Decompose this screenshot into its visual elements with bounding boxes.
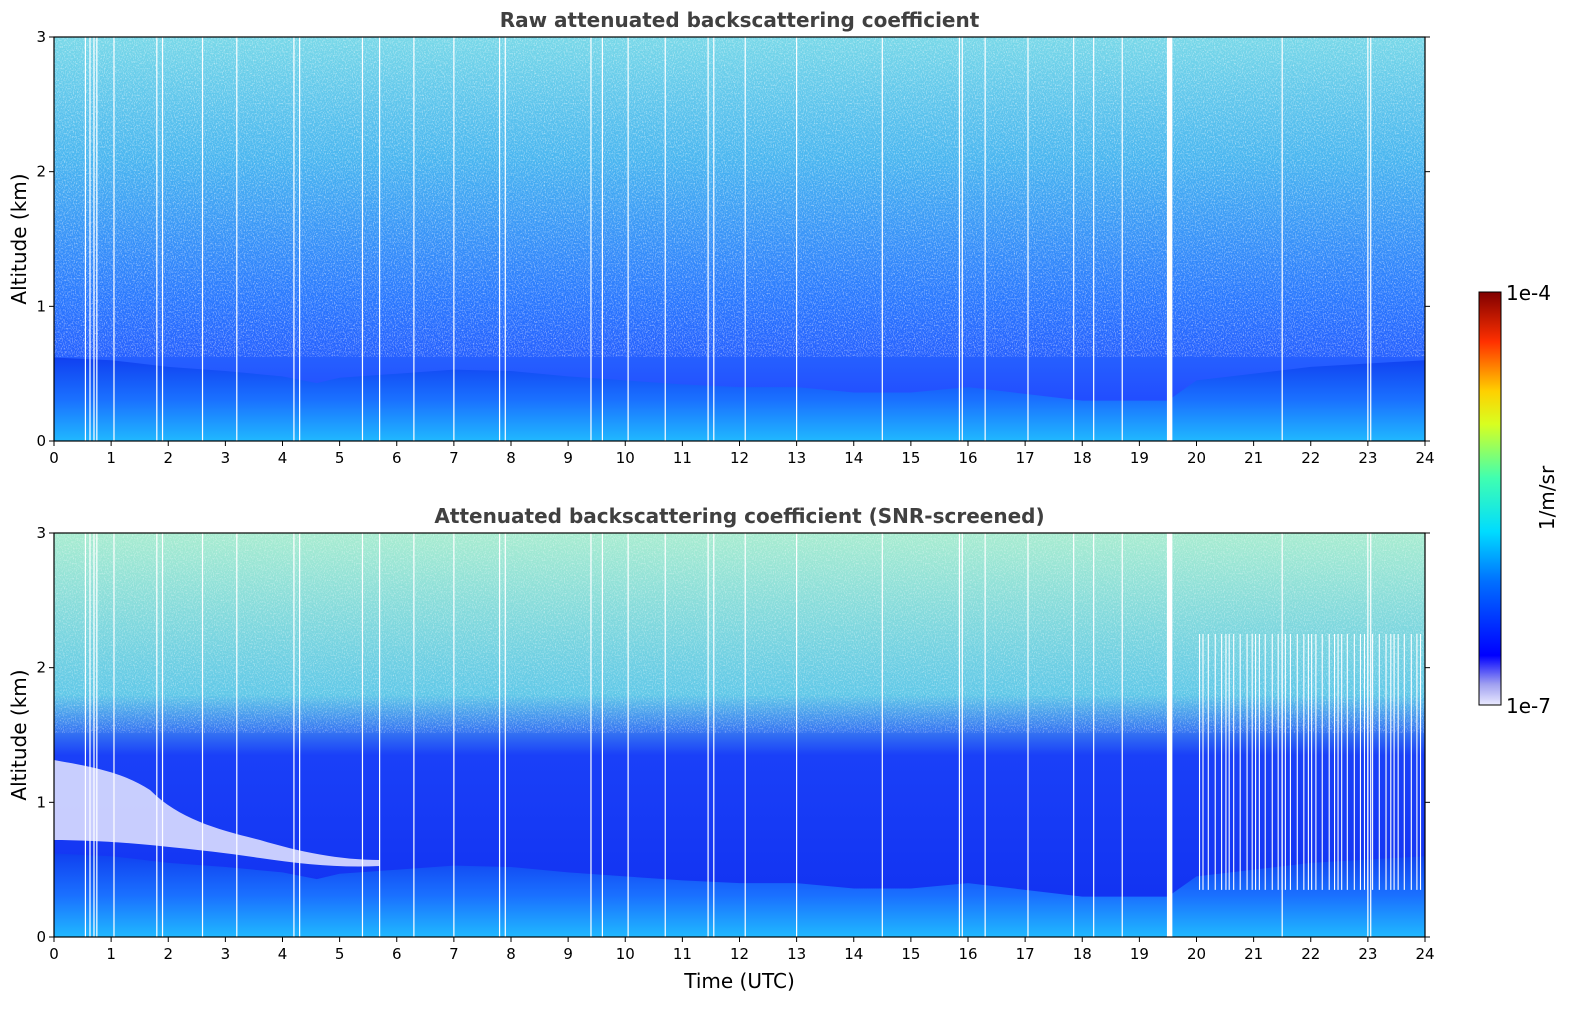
x-tick-label: 14 xyxy=(844,449,863,467)
colorbar-scale xyxy=(1478,291,1502,706)
x-tick-label: 11 xyxy=(673,945,692,963)
x-tick-label: 4 xyxy=(278,449,288,467)
x-tick-label: 11 xyxy=(673,449,692,467)
x-tick-label: 12 xyxy=(730,449,749,467)
screened-data-gaps xyxy=(84,533,1422,937)
screened-backscatter-panel: Attenuated backscattering coefficient (S… xyxy=(7,504,1435,993)
x-tick-label: 24 xyxy=(1415,945,1434,963)
x-tick-label: 7 xyxy=(449,449,459,467)
x-tick-label: 2 xyxy=(163,945,173,963)
x-tick-label: 7 xyxy=(449,945,459,963)
x-tick-label: 16 xyxy=(958,945,977,963)
x-tick-label: 22 xyxy=(1301,449,1320,467)
colorbar: 1e-4 1e-7 1/m/sr xyxy=(1478,281,1559,718)
y-tick-label: 1 xyxy=(36,297,46,315)
x-tick-label: 4 xyxy=(278,945,288,963)
x-tick-label: 16 xyxy=(958,449,977,467)
x-tick-label: 17 xyxy=(1016,449,1035,467)
x-tick-label: 1 xyxy=(106,449,116,467)
x-tick-label: 0 xyxy=(49,945,59,963)
x-tick-label: 6 xyxy=(392,945,402,963)
x-tick-label: 22 xyxy=(1301,945,1320,963)
x-tick-label: 20 xyxy=(1187,945,1206,963)
screened-x-ticks: 0 1 2 3 4 5 6 7 8 9 10 11 12 13 14 15 16 17 18 19 20 21 22 23 24 xyxy=(49,937,1435,963)
x-tick-label: 8 xyxy=(506,945,516,963)
x-tick-label: 12 xyxy=(730,945,749,963)
x-tick-label: 20 xyxy=(1187,449,1206,467)
x-tick-label: 2 xyxy=(163,449,173,467)
x-tick-label: 23 xyxy=(1358,449,1377,467)
screened-panel-title: Attenuated backscattering coefficient (S… xyxy=(434,504,1044,528)
y-tick-label: 2 xyxy=(36,659,46,677)
x-axis-label: Time (UTC) xyxy=(683,969,795,993)
x-tick-label: 10 xyxy=(616,945,635,963)
x-tick-label: 15 xyxy=(901,449,920,467)
x-tick-label: 8 xyxy=(506,449,516,467)
colorbar-unit-label: 1/m/sr xyxy=(1535,465,1559,530)
x-tick-label: 1 xyxy=(106,945,116,963)
x-tick-label: 15 xyxy=(901,945,920,963)
x-tick-label: 19 xyxy=(1130,449,1149,467)
y-tick-label: 0 xyxy=(36,432,46,450)
x-tick-label: 0 xyxy=(49,449,59,467)
x-tick-label: 9 xyxy=(563,945,573,963)
x-tick-label: 19 xyxy=(1130,945,1149,963)
x-tick-label: 6 xyxy=(392,449,402,467)
x-tick-label: 5 xyxy=(335,945,345,963)
y-tick-label: 2 xyxy=(36,163,46,181)
x-tick-label: 14 xyxy=(844,945,863,963)
raw-y-axis-label: Altitude (km) xyxy=(7,173,31,304)
x-tick-label: 13 xyxy=(787,945,806,963)
colorbar-max-label: 1e-4 xyxy=(1506,281,1551,305)
colorbar-min-label: 1e-7 xyxy=(1506,694,1551,718)
x-tick-label: 3 xyxy=(221,449,231,467)
raw-y-ticks: 0 1 2 3 xyxy=(36,28,1430,450)
x-tick-label: 5 xyxy=(335,449,345,467)
x-tick-label: 23 xyxy=(1358,945,1377,963)
x-tick-label: 18 xyxy=(1073,945,1092,963)
raw-panel-title: Raw attenuated backscattering coefficien… xyxy=(500,8,980,32)
raw-data-gaps xyxy=(84,37,1372,441)
x-tick-label: 3 xyxy=(221,945,231,963)
x-tick-label: 21 xyxy=(1244,945,1263,963)
raw-noise-overlay xyxy=(54,37,1425,357)
raw-x-ticks: 0 1 2 3 4 5 6 7 8 9 10 11 12 13 14 15 16 17 18 19 20 21 22 23 24 xyxy=(49,441,1435,467)
screened-y-axis-label: Altitude (km) xyxy=(7,669,31,800)
x-tick-label: 13 xyxy=(787,449,806,467)
x-tick-label: 24 xyxy=(1415,449,1434,467)
x-tick-label: 17 xyxy=(1016,945,1035,963)
screened-noise-overlay xyxy=(54,533,1425,733)
screened-boundary-layer xyxy=(54,853,1425,937)
screened-y-ticks: 0 1 2 3 xyxy=(36,524,1430,946)
screened-residual-layer xyxy=(54,760,380,867)
x-tick-label: 21 xyxy=(1244,449,1263,467)
raw-backscatter-panel: Raw attenuated backscattering coefficien… xyxy=(7,8,1435,467)
raw-boundary-layer xyxy=(54,357,1425,441)
y-tick-label: 3 xyxy=(36,28,46,46)
y-tick-label: 0 xyxy=(36,928,46,946)
x-tick-label: 10 xyxy=(616,449,635,467)
y-tick-label: 1 xyxy=(36,793,46,811)
x-tick-label: 18 xyxy=(1073,449,1092,467)
x-tick-label: 9 xyxy=(563,449,573,467)
y-tick-label: 3 xyxy=(36,524,46,542)
